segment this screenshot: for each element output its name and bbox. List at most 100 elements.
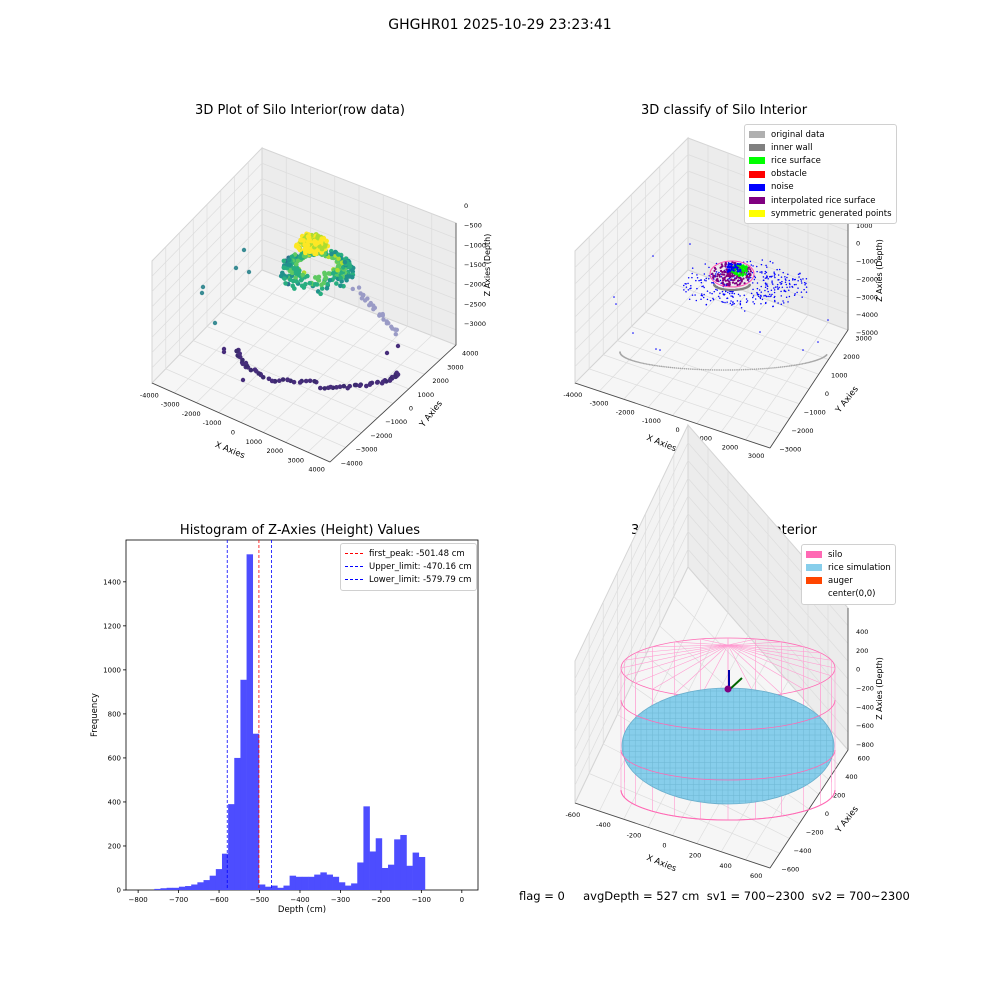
plot2-point bbox=[723, 276, 727, 279]
plot2-point bbox=[749, 276, 752, 279]
plot2-point bbox=[739, 300, 742, 303]
plot2-point bbox=[726, 274, 729, 277]
plot2-point bbox=[803, 362, 805, 365]
plot4-x-tick-label: 400 bbox=[719, 862, 731, 870]
plot1-x-axis bbox=[151, 382, 331, 463]
histogram-bar bbox=[166, 887, 174, 890]
plot2-point bbox=[800, 278, 802, 281]
plot2-point bbox=[746, 260, 748, 263]
histogram-bar bbox=[381, 867, 389, 890]
plot1-point bbox=[312, 282, 318, 287]
plot2-point bbox=[744, 273, 747, 276]
plot1-point bbox=[327, 277, 333, 283]
plot2-point bbox=[719, 292, 721, 295]
plot1-grid bbox=[261, 193, 457, 270]
histogram-x-tick-label: −800 bbox=[129, 896, 148, 904]
plot2-grid bbox=[631, 326, 810, 390]
plot1-point bbox=[293, 270, 299, 275]
plot1-point bbox=[241, 247, 247, 253]
plot2-point bbox=[636, 361, 638, 363]
plot1-point bbox=[341, 383, 347, 389]
plot1-z-tick-label: −2500 bbox=[464, 300, 486, 308]
plot2-point bbox=[745, 298, 748, 300]
plot2-point bbox=[708, 266, 710, 269]
plot4-z-tick-label: −800 bbox=[856, 741, 874, 749]
plot1-point bbox=[381, 317, 386, 322]
plot2-point bbox=[788, 365, 791, 367]
plot1-x-axis-label: X Axies bbox=[213, 440, 246, 461]
plot2-point bbox=[681, 367, 684, 370]
plot4-x-tick-label: 200 bbox=[689, 852, 701, 860]
histogram-y-tick-label: 0 bbox=[117, 887, 121, 895]
plot4-legend: silo rice simulation auger center(0,0) bbox=[801, 544, 896, 605]
plot2-point bbox=[748, 272, 751, 275]
plot1-grid bbox=[151, 193, 263, 307]
plot2-point bbox=[691, 272, 693, 275]
plot2-point bbox=[669, 366, 672, 369]
plot2-point bbox=[755, 265, 758, 268]
plot2-point bbox=[733, 274, 736, 277]
plot2-point bbox=[689, 368, 692, 370]
plot2-point bbox=[739, 269, 742, 273]
plot2-point bbox=[771, 293, 773, 296]
plot2-point bbox=[726, 272, 729, 276]
plot1-point bbox=[287, 262, 293, 268]
plot2-point bbox=[785, 365, 787, 368]
plot2-point bbox=[753, 368, 756, 371]
histogram-bar bbox=[375, 838, 383, 890]
leg2-entry: symmetric generated points bbox=[749, 207, 892, 220]
plot4-silo-roof-line bbox=[727, 644, 782, 695]
histogram-y-tick-label: 1400 bbox=[103, 578, 121, 586]
plot2-point bbox=[772, 305, 774, 308]
plot2-point bbox=[734, 264, 737, 267]
plot2-point bbox=[728, 280, 731, 283]
plot4-z-tick-label: 200 bbox=[856, 647, 868, 655]
plot1-point bbox=[367, 302, 372, 308]
histogram-y-tick-label: 1200 bbox=[103, 622, 121, 630]
plot2-point bbox=[720, 369, 723, 371]
plot2-point bbox=[776, 283, 779, 286]
plot1-point bbox=[313, 242, 319, 247]
histogram-title: Histogram of Z-Axies (Height) Values bbox=[179, 523, 421, 538]
plot1-grid bbox=[261, 162, 457, 239]
plot2-point bbox=[782, 300, 784, 302]
plot2-point bbox=[764, 367, 766, 370]
plot2-point bbox=[769, 293, 771, 296]
plot1-point bbox=[322, 386, 327, 391]
plot2-point bbox=[696, 287, 698, 290]
plot2-point bbox=[713, 290, 716, 293]
plot2-point bbox=[804, 362, 807, 365]
plot2-point bbox=[731, 275, 734, 278]
plot2-point bbox=[739, 282, 742, 285]
plot2-point bbox=[641, 362, 643, 364]
plot2-point bbox=[793, 283, 796, 286]
plot2-point bbox=[718, 273, 721, 277]
plot2-point bbox=[764, 282, 767, 285]
plot1-point bbox=[387, 378, 393, 383]
plot4-silo-bottom-ring bbox=[620, 789, 836, 821]
plot4-grid bbox=[687, 460, 849, 644]
plot1-point bbox=[289, 270, 295, 276]
leg2-entry: rice surface bbox=[749, 154, 892, 167]
plot1-point bbox=[344, 275, 349, 281]
leg4-swatch bbox=[806, 590, 822, 598]
plot2-point bbox=[773, 271, 775, 273]
leg4-label: silo bbox=[828, 549, 843, 560]
plot1-x-tick-label: -1000 bbox=[203, 419, 222, 427]
plot2-point bbox=[746, 300, 749, 302]
plot1-point bbox=[281, 265, 287, 271]
plot2-point bbox=[711, 272, 714, 275]
plot2-point bbox=[740, 368, 743, 371]
plot2-point bbox=[716, 278, 719, 281]
plot2-point bbox=[732, 271, 735, 274]
plot1-y-tick-label: 2000 bbox=[432, 377, 449, 385]
plot1-x-tick-label: 4000 bbox=[308, 466, 325, 474]
plot2-point bbox=[728, 275, 731, 279]
histogram-bar bbox=[191, 884, 198, 890]
plot1-grid bbox=[307, 335, 432, 453]
plot1-point bbox=[266, 376, 272, 382]
plot2-point bbox=[766, 266, 768, 268]
plot2-point bbox=[764, 286, 767, 288]
plot2-point bbox=[699, 279, 702, 281]
plot2-point bbox=[698, 368, 701, 371]
